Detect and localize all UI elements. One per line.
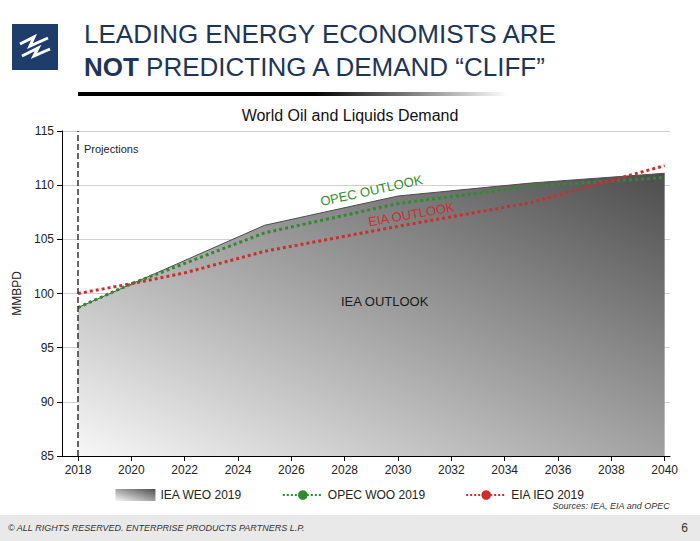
html-text:NOT PREDICTING A DEMAND “CLIFF: NOT PREDICTING A DEMAND “CLIFF” <box>84 52 545 82</box>
svg-text:MMBPD: MMBPD <box>10 271 24 316</box>
svg-text:EIA IEO 2019: EIA IEO 2019 <box>511 488 584 502</box>
svg-text:2038: 2038 <box>598 463 625 477</box>
svg-text:OPEC OUTLOOK: OPEC OUTLOOK <box>319 172 424 209</box>
svg-text:2018: 2018 <box>65 463 92 477</box>
svg-text:2036: 2036 <box>545 463 572 477</box>
svg-text:World Oil and Liquids Demand: World Oil and Liquids Demand <box>242 107 459 124</box>
svg-text:Projections: Projections <box>84 143 139 155</box>
svg-text:IEA WEO 2019: IEA WEO 2019 <box>160 488 241 502</box>
svg-text:2022: 2022 <box>171 463 198 477</box>
svg-text:85: 85 <box>41 449 55 463</box>
svg-text:90: 90 <box>41 395 55 409</box>
svg-text:100: 100 <box>34 287 54 301</box>
svg-text:Sources: IEA, EIA and OPEC: Sources: IEA, EIA and OPEC <box>552 501 670 511</box>
svg-text:2024: 2024 <box>225 463 252 477</box>
svg-text:2034: 2034 <box>491 463 518 477</box>
svg-text:95: 95 <box>41 341 55 355</box>
svg-text:2040: 2040 <box>651 463 678 477</box>
svg-text:2030: 2030 <box>385 463 412 477</box>
html-text:LEADING ENERGY ECONOMISTS ARE: LEADING ENERGY ECONOMISTS ARE <box>84 19 556 49</box>
svg-text:IEA OUTLOOK: IEA OUTLOOK <box>341 294 429 309</box>
svg-text:2020: 2020 <box>118 463 145 477</box>
svg-text:2032: 2032 <box>438 463 465 477</box>
svg-text:110: 110 <box>35 178 54 192</box>
html-text:© ALL RIGHTS RESERVED. ENTERPR: © ALL RIGHTS RESERVED. ENTERPRISE PRODUC… <box>8 523 305 533</box>
svg-text:105: 105 <box>34 232 54 246</box>
svg-text:115: 115 <box>35 124 54 138</box>
svg-text:2026: 2026 <box>278 463 305 477</box>
svg-text:OPEC WOO 2019: OPEC WOO 2019 <box>328 488 426 502</box>
html-text:6: 6 <box>681 521 688 535</box>
svg-text:EIA OUTLOOK: EIA OUTLOOK <box>367 199 456 229</box>
svg-text:2028: 2028 <box>331 463 358 477</box>
